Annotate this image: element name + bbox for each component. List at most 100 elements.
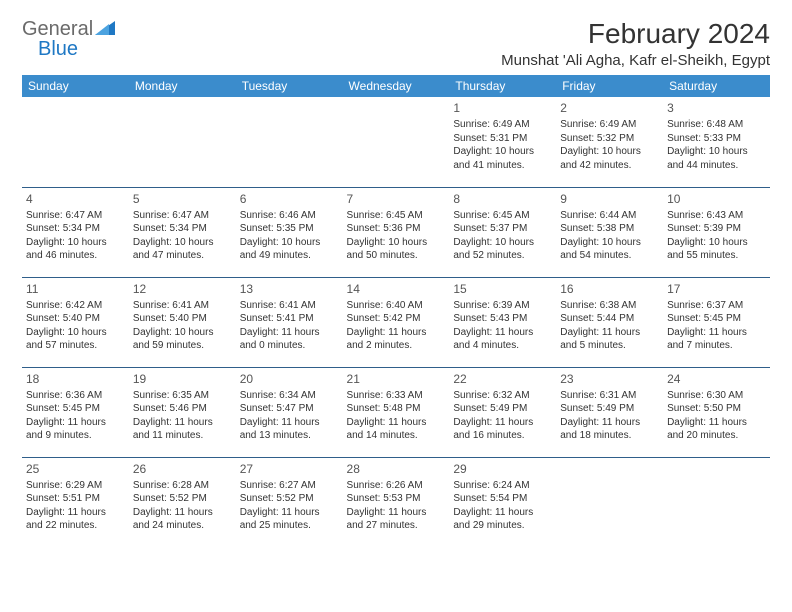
day-number: 18 xyxy=(26,371,125,387)
sunrise-text: Sunrise: 6:24 AM xyxy=(453,479,552,493)
sunset-text: Sunset: 5:50 PM xyxy=(667,402,766,416)
day-number: 9 xyxy=(560,191,659,207)
daylight-text: and 49 minutes. xyxy=(240,249,339,263)
daylight-text: and 54 minutes. xyxy=(560,249,659,263)
calendar-day-cell: 19Sunrise: 6:35 AMSunset: 5:46 PMDayligh… xyxy=(129,367,236,457)
logo-text-blue: Blue xyxy=(38,38,78,61)
sunset-text: Sunset: 5:34 PM xyxy=(26,222,125,236)
sunset-text: Sunset: 5:51 PM xyxy=(26,492,125,506)
sunset-text: Sunset: 5:44 PM xyxy=(560,312,659,326)
daylight-text: and 0 minutes. xyxy=(240,339,339,353)
header: General February 2024 Munshat 'Ali Agha,… xyxy=(22,18,770,69)
daylight-text: and 42 minutes. xyxy=(560,159,659,173)
daylight-text: and 24 minutes. xyxy=(133,519,232,533)
sunrise-text: Sunrise: 6:48 AM xyxy=(667,118,766,132)
daylight-text: Daylight: 11 hours xyxy=(133,506,232,520)
sunrise-text: Sunrise: 6:45 AM xyxy=(453,209,552,223)
daylight-text: Daylight: 11 hours xyxy=(347,326,446,340)
daylight-text: Daylight: 10 hours xyxy=(560,236,659,250)
daylight-text: and 52 minutes. xyxy=(453,249,552,263)
daylight-text: and 9 minutes. xyxy=(26,429,125,443)
daylight-text: Daylight: 11 hours xyxy=(133,416,232,430)
daylight-text: Daylight: 10 hours xyxy=(453,145,552,159)
daylight-text: Daylight: 10 hours xyxy=(667,236,766,250)
day-number: 19 xyxy=(133,371,232,387)
calendar-week-row: 11Sunrise: 6:42 AMSunset: 5:40 PMDayligh… xyxy=(22,277,770,367)
calendar-day-cell: 3Sunrise: 6:48 AMSunset: 5:33 PMDaylight… xyxy=(663,97,770,187)
sunset-text: Sunset: 5:45 PM xyxy=(667,312,766,326)
daylight-text: and 44 minutes. xyxy=(667,159,766,173)
sunset-text: Sunset: 5:46 PM xyxy=(133,402,232,416)
daylight-text: and 29 minutes. xyxy=(453,519,552,533)
sunrise-text: Sunrise: 6:41 AM xyxy=(240,299,339,313)
day-number: 20 xyxy=(240,371,339,387)
sunset-text: Sunset: 5:37 PM xyxy=(453,222,552,236)
sunrise-text: Sunrise: 6:46 AM xyxy=(240,209,339,223)
daylight-text: and 14 minutes. xyxy=(347,429,446,443)
daylight-text: and 27 minutes. xyxy=(347,519,446,533)
calendar-day-cell: 9 Sunrise: 6:44 AMSunset: 5:38 PMDaylight… xyxy=(556,187,663,277)
calendar-day-cell: 1Sunrise: 6:49 AMSunset: 5:31 PMDaylight… xyxy=(449,97,556,187)
sunset-text: Sunset: 5:39 PM xyxy=(667,222,766,236)
daylight-text: and 57 minutes. xyxy=(26,339,125,353)
sunrise-text: Sunrise: 6:47 AM xyxy=(26,209,125,223)
sunrise-text: Sunrise: 6:37 AM xyxy=(667,299,766,313)
daylight-text: and 11 minutes. xyxy=(133,429,232,443)
day-number: 29 xyxy=(453,461,552,477)
sunrise-text: Sunrise: 6:43 AM xyxy=(667,209,766,223)
logo-triangle-icon xyxy=(95,19,115,40)
daylight-text: and 47 minutes. xyxy=(133,249,232,263)
daylight-text: Daylight: 11 hours xyxy=(347,416,446,430)
daylight-text: Daylight: 11 hours xyxy=(560,416,659,430)
daylight-text: Daylight: 11 hours xyxy=(240,326,339,340)
calendar-day-cell: 24Sunrise: 6:30 AMSunset: 5:50 PMDayligh… xyxy=(663,367,770,457)
day-number: 27 xyxy=(240,461,339,477)
calendar-week-row: 18Sunrise: 6:36 AMSunset: 5:45 PMDayligh… xyxy=(22,367,770,457)
sunset-text: Sunset: 5:42 PM xyxy=(347,312,446,326)
daylight-text: and 18 minutes. xyxy=(560,429,659,443)
sunset-text: Sunset: 5:35 PM xyxy=(240,222,339,236)
daylight-text: Daylight: 10 hours xyxy=(240,236,339,250)
day-number: 12 xyxy=(133,281,232,297)
day-number: 5 xyxy=(133,191,232,207)
daylight-text: and 41 minutes. xyxy=(453,159,552,173)
sunrise-text: Sunrise: 6:31 AM xyxy=(560,389,659,403)
weekday-header: Thursday xyxy=(449,75,556,97)
sunrise-text: Sunrise: 6:49 AM xyxy=(453,118,552,132)
day-number: 23 xyxy=(560,371,659,387)
daylight-text: and 22 minutes. xyxy=(26,519,125,533)
day-number: 4 xyxy=(26,191,125,207)
calendar-day-cell: 4Sunrise: 6:47 AMSunset: 5:34 PMDaylight… xyxy=(22,187,129,277)
day-number: 22 xyxy=(453,371,552,387)
calendar-day-cell: 16Sunrise: 6:38 AMSunset: 5:44 PMDayligh… xyxy=(556,277,663,367)
weekday-header: Wednesday xyxy=(343,75,450,97)
sunrise-text: Sunrise: 6:49 AM xyxy=(560,118,659,132)
daylight-text: and 59 minutes. xyxy=(133,339,232,353)
sunrise-text: Sunrise: 6:44 AM xyxy=(560,209,659,223)
calendar-day-cell: 26Sunrise: 6:28 AMSunset: 5:52 PMDayligh… xyxy=(129,457,236,547)
calendar-day-cell: 27Sunrise: 6:27 AMSunset: 5:52 PMDayligh… xyxy=(236,457,343,547)
daylight-text: and 16 minutes. xyxy=(453,429,552,443)
calendar-day-cell: 15Sunrise: 6:39 AMSunset: 5:43 PMDayligh… xyxy=(449,277,556,367)
sunset-text: Sunset: 5:47 PM xyxy=(240,402,339,416)
sunset-text: Sunset: 5:52 PM xyxy=(133,492,232,506)
calendar-day-cell: 12Sunrise: 6:41 AMSunset: 5:40 PMDayligh… xyxy=(129,277,236,367)
daylight-text: Daylight: 11 hours xyxy=(347,506,446,520)
sunset-text: Sunset: 5:32 PM xyxy=(560,132,659,146)
daylight-text: Daylight: 11 hours xyxy=(667,326,766,340)
day-number: 10 xyxy=(667,191,766,207)
sunrise-text: Sunrise: 6:45 AM xyxy=(347,209,446,223)
day-number: 7 xyxy=(347,191,446,207)
daylight-text: and 5 minutes. xyxy=(560,339,659,353)
sunrise-text: Sunrise: 6:36 AM xyxy=(26,389,125,403)
sunset-text: Sunset: 5:38 PM xyxy=(560,222,659,236)
calendar-day-cell: 18Sunrise: 6:36 AMSunset: 5:45 PMDayligh… xyxy=(22,367,129,457)
calendar-day-cell xyxy=(129,97,236,187)
daylight-text: and 2 minutes. xyxy=(347,339,446,353)
daylight-text: Daylight: 10 hours xyxy=(667,145,766,159)
daylight-text: Daylight: 11 hours xyxy=(26,506,125,520)
day-number: 15 xyxy=(453,281,552,297)
sunset-text: Sunset: 5:31 PM xyxy=(453,132,552,146)
day-number: 6 xyxy=(240,191,339,207)
location: Munshat 'Ali Agha, Kafr el-Sheikh, Egypt xyxy=(501,52,770,69)
